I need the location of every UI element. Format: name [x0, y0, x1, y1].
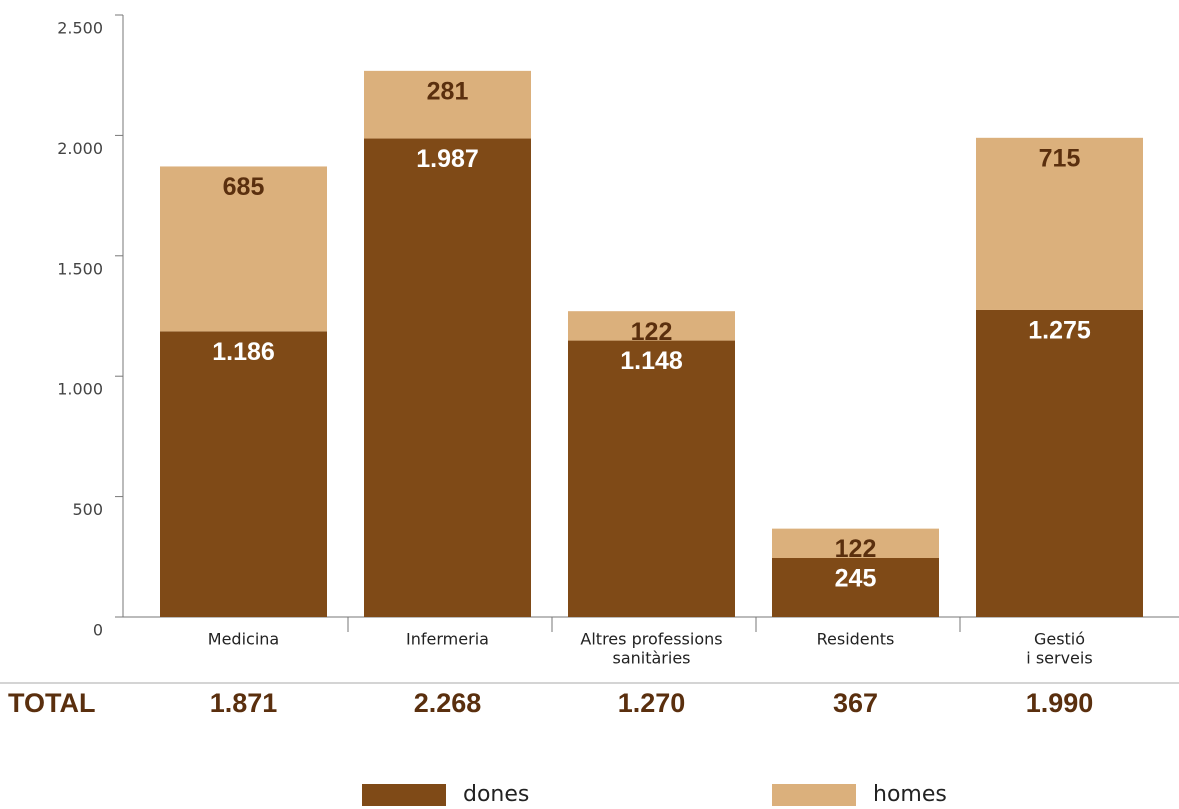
- legend-swatch: [362, 784, 446, 806]
- x-tick-label: i serveis: [1026, 649, 1092, 668]
- total-value: 367: [833, 688, 878, 718]
- y-tick-label: 2.000: [57, 139, 103, 158]
- data-label: 122: [835, 535, 877, 563]
- data-label: 245: [835, 565, 877, 593]
- x-tick-label: Altres professions: [580, 630, 722, 649]
- data-label: 685: [223, 173, 265, 201]
- x-tick-label: Infermeria: [406, 630, 489, 649]
- data-label: 1.186: [212, 338, 275, 366]
- data-label: 715: [1039, 144, 1081, 172]
- y-tick-label: 0: [93, 621, 103, 640]
- x-tick-label: Residents: [817, 630, 895, 649]
- bar-segment: [772, 528, 939, 559]
- y-tick-label: 1.500: [57, 259, 103, 278]
- total-value: 1.990: [1026, 688, 1094, 718]
- bar-segment: [160, 166, 327, 332]
- y-tick-label: 500: [72, 500, 103, 519]
- y-tick-label: 1.000: [57, 380, 103, 399]
- data-label: 1.275: [1028, 317, 1091, 345]
- y-tick-label: 2.500: [57, 19, 103, 38]
- total-value: 2.268: [414, 688, 482, 718]
- total-label: TOTAL: [8, 688, 96, 718]
- bar-segment: [364, 138, 531, 617]
- bar-segment: [772, 558, 939, 617]
- total-value: 1.270: [618, 688, 686, 718]
- bar-segment: [568, 311, 735, 341]
- legend-swatch: [772, 784, 856, 806]
- legend-label: homes: [873, 782, 947, 807]
- total-value: 1.871: [210, 688, 278, 718]
- data-label: 1.148: [620, 347, 683, 375]
- data-label: 122: [631, 318, 673, 346]
- bar-segment: [976, 137, 1143, 310]
- bar-segment: [976, 309, 1143, 617]
- data-label: 1.987: [416, 145, 479, 173]
- x-tick-label: Gestió: [1034, 630, 1085, 649]
- bar-segment: [160, 331, 327, 617]
- x-tick-label: Medicina: [208, 630, 279, 649]
- bar-segment: [568, 340, 735, 617]
- data-label: 281: [427, 77, 469, 105]
- bar-segment: [364, 70, 531, 139]
- legend-label: dones: [463, 782, 529, 807]
- x-tick-label: sanitàries: [612, 649, 690, 668]
